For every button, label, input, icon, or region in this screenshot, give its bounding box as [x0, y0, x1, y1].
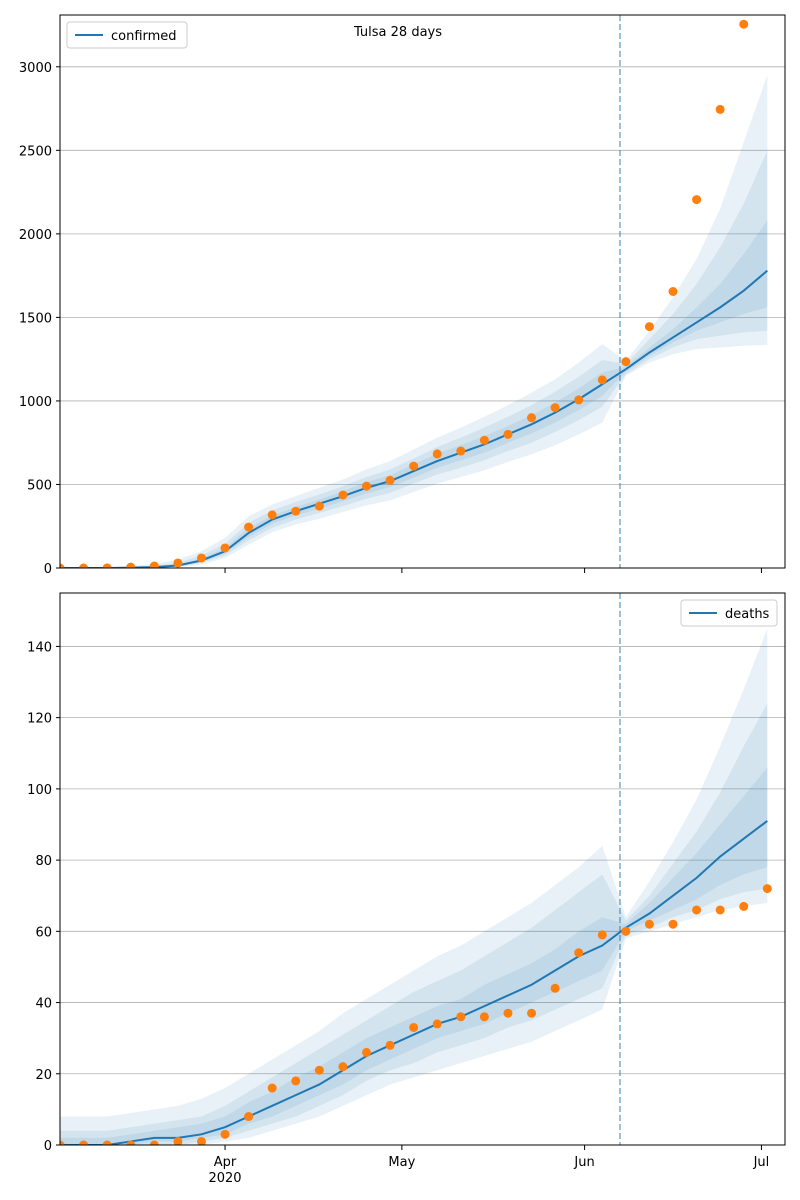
confidence-band: [60, 628, 768, 1145]
observed-point: [644, 919, 654, 929]
observed-point: [149, 561, 159, 568]
axes-frame: [59, 592, 786, 1146]
observed-point: [126, 562, 136, 568]
observed-point: [385, 1040, 395, 1050]
observed-point: [574, 395, 584, 405]
plot-area: [60, 15, 785, 568]
observed-point: [432, 449, 442, 459]
x-tick-label: May: [388, 1155, 415, 1170]
observed-point: [715, 104, 725, 114]
y-tick-label: 0: [44, 562, 52, 577]
observed-point: [503, 429, 513, 439]
observed-point: [196, 1136, 206, 1145]
confidence-band: [60, 220, 768, 568]
y-tick-label: 40: [35, 997, 52, 1012]
observed-point: [291, 506, 301, 516]
observed-point: [314, 1065, 324, 1075]
observed-point: [668, 287, 678, 296]
y-tick-label: 2000: [19, 228, 52, 243]
observed-point: [102, 1140, 112, 1145]
observed-point: [149, 1140, 159, 1145]
legend-label: confirmed: [111, 29, 177, 44]
observed-point: [220, 543, 230, 553]
observed-point: [479, 435, 489, 445]
observed-point: [385, 475, 395, 485]
observed-point: [173, 558, 183, 568]
observed-point: [220, 1129, 230, 1139]
observed-point: [621, 357, 631, 367]
chart-title: Tulsa 28 days: [353, 25, 442, 40]
observed-point: [550, 403, 560, 413]
y-tick-label: 120: [27, 712, 52, 727]
x-tick-label: Jul: [753, 1155, 770, 1170]
observed-point: [196, 553, 206, 563]
observed-point: [692, 905, 702, 915]
y-tick-label: 1500: [19, 311, 52, 326]
observed-point: [762, 884, 772, 894]
observed-point: [597, 930, 607, 940]
observed-point: [456, 1012, 466, 1022]
y-tick-label: 20: [35, 1068, 52, 1083]
y-tick-label: 80: [35, 854, 52, 869]
observed-point: [456, 446, 466, 456]
observed-point: [550, 983, 560, 993]
x-tick-label: Apr: [214, 1155, 237, 1170]
observed-point: [739, 901, 749, 911]
observed-point: [362, 1047, 372, 1057]
legend-label: deaths: [725, 607, 770, 622]
observed-point: [60, 563, 65, 568]
observed-point: [291, 1076, 301, 1086]
observed-point: [60, 1140, 65, 1145]
observed-point: [267, 510, 277, 520]
legend-box: [66, 21, 188, 49]
observed-point: [527, 1008, 537, 1018]
observed-point: [715, 905, 725, 915]
y-tick-label: 3000: [19, 61, 52, 76]
observed-point: [527, 413, 537, 423]
y-tick-label: 140: [27, 640, 52, 655]
y-tick-label: 60: [35, 925, 52, 940]
observed-point: [244, 1112, 254, 1122]
observed-point: [432, 1019, 442, 1029]
y-tick-label: 2500: [19, 144, 52, 159]
legend-box: [680, 599, 778, 627]
observed-point: [503, 1008, 513, 1018]
y-tick-label: 100: [27, 783, 52, 798]
axes-frame: [59, 14, 786, 569]
confidence-band: [60, 767, 768, 1145]
observed-point: [267, 1083, 277, 1093]
confidence-band: [60, 150, 768, 568]
y-tick-label: 0: [44, 1139, 52, 1154]
observed-point: [668, 919, 678, 929]
observed-point: [644, 322, 654, 332]
x-year-label: 2020: [208, 1171, 241, 1186]
observed-point: [597, 375, 607, 385]
x-tick-label: Jun: [573, 1155, 594, 1170]
y-tick-label: 1000: [19, 395, 52, 410]
observed-point: [244, 522, 254, 532]
confidence-band: [60, 75, 768, 568]
observed-point: [362, 481, 372, 491]
observed-point: [739, 19, 749, 29]
confidence-band: [60, 703, 768, 1145]
observed-point: [409, 1022, 419, 1032]
observed-point: [102, 563, 112, 568]
observed-point: [409, 461, 419, 471]
observed-point: [173, 1136, 183, 1145]
observed-point: [338, 1062, 348, 1072]
plot-area: [60, 593, 785, 1145]
observed-point: [479, 1012, 489, 1022]
observed-point: [621, 926, 631, 936]
observed-point: [338, 490, 348, 500]
observed-point: [314, 501, 324, 511]
observed-point: [126, 1140, 136, 1145]
observed-point: [79, 1140, 89, 1145]
observed-point: [692, 195, 702, 205]
observed-point: [574, 948, 584, 958]
y-tick-label: 500: [27, 478, 52, 493]
observed-point: [79, 563, 89, 568]
